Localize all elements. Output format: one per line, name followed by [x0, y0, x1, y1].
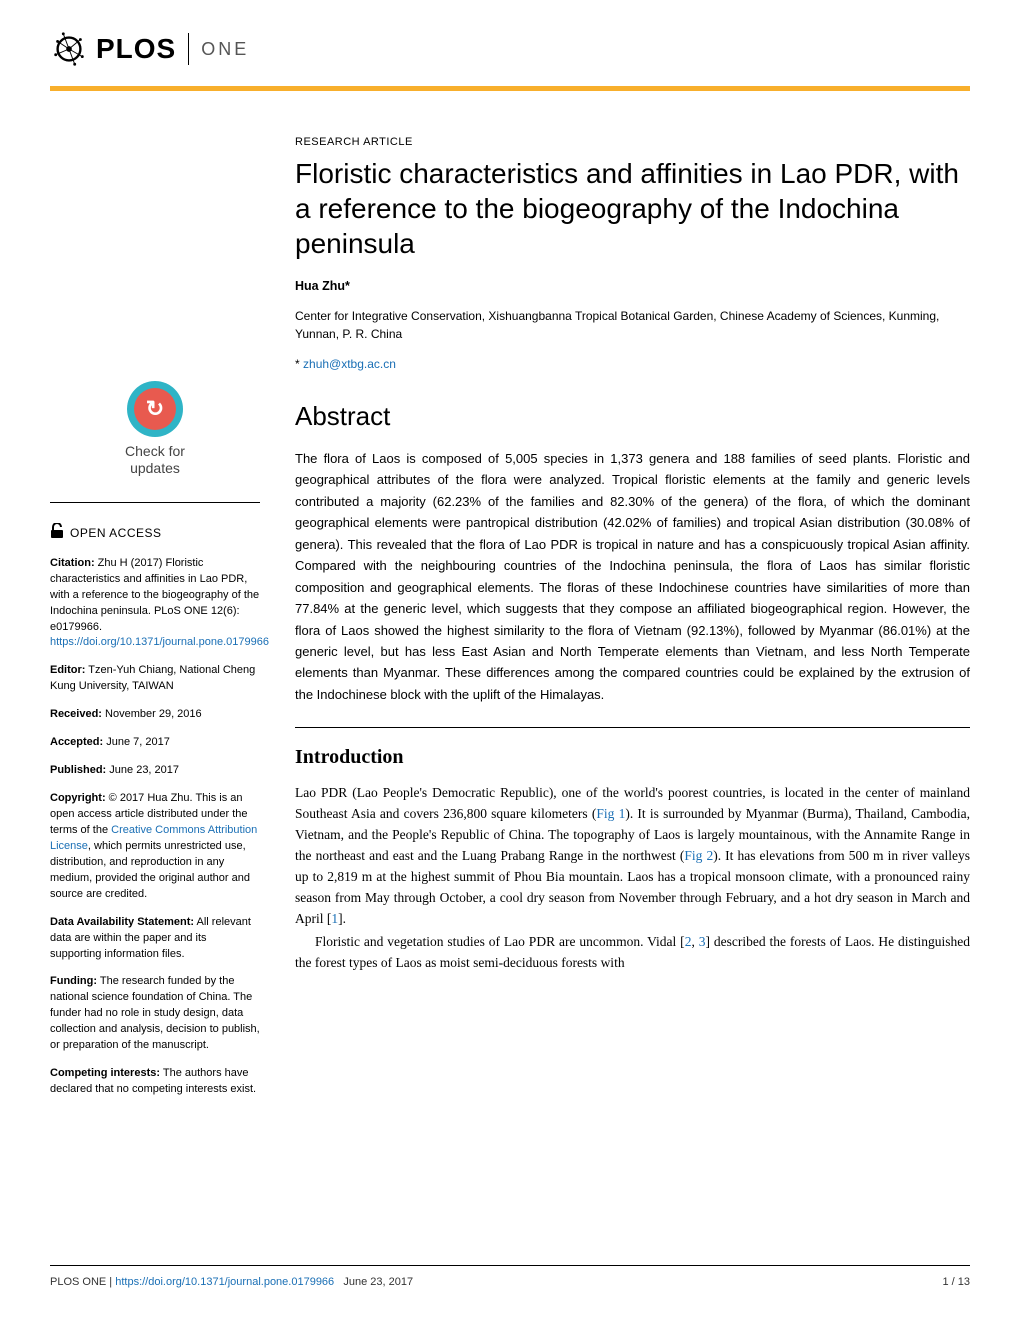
accepted-block: Accepted: June 7, 2017	[50, 735, 260, 751]
sidebar: ↻ Check for updates OPEN ACCESS Citation…	[50, 136, 280, 1110]
funding-block: Funding: The research funded by the nati…	[50, 974, 260, 1054]
received-block: Received: November 29, 2016	[50, 707, 260, 723]
author-list: Hua Zhu*	[295, 279, 970, 293]
editor-block: Editor: Tzen-Yuh Chiang, National Cheng …	[50, 663, 260, 695]
open-access-badge: OPEN ACCESS	[50, 523, 260, 546]
figure-link[interactable]: Fig 1	[596, 806, 625, 821]
article-content: RESEARCH ARTICLE Floristic characteristi…	[280, 136, 970, 1110]
corr-email-link[interactable]: zhuh@xtbg.ac.cn	[303, 357, 396, 371]
abstract-body: The flora of Laos is composed of 5,005 s…	[295, 448, 970, 705]
check-updates-label: Check for updates	[50, 443, 260, 477]
logo-divider	[188, 33, 189, 65]
data-availability-block: Data Availability Statement: All relevan…	[50, 915, 260, 963]
introduction-body: Lao PDR (Lao People's Democratic Republi…	[295, 783, 970, 973]
logo-text: PLOS	[96, 33, 176, 65]
article-type: RESEARCH ARTICLE	[295, 136, 970, 148]
footer-left: PLOS ONE | https://doi.org/10.1371/journ…	[50, 1276, 413, 1288]
page-footer: PLOS ONE | https://doi.org/10.1371/journ…	[50, 1265, 970, 1288]
section-heading-introduction: Introduction	[295, 746, 970, 769]
figure-link[interactable]: Fig 2	[684, 848, 713, 863]
crossmark-icon: ↻	[127, 381, 183, 437]
sidebar-divider	[50, 502, 260, 503]
journal-name: ONE	[201, 39, 249, 60]
journal-header: PLOS ONE	[0, 0, 1020, 78]
plos-logo-icon	[50, 30, 88, 68]
citation-block: Citation: Zhu H (2017) Floristic charact…	[50, 556, 260, 652]
article-title: Floristic characteristics and affinities…	[295, 156, 970, 261]
footer-divider	[50, 1265, 970, 1266]
footer-doi-link[interactable]: https://doi.org/10.1371/journal.pone.017…	[115, 1276, 334, 1288]
doi-link[interactable]: https://doi.org/10.1371/journal.pone.017…	[50, 636, 269, 648]
affiliation: Center for Integrative Conservation, Xis…	[295, 307, 970, 343]
corresponding-author: * zhuh@xtbg.ac.cn	[295, 357, 970, 371]
competing-interests-block: Competing interests: The authors have de…	[50, 1066, 260, 1098]
published-block: Published: June 23, 2017	[50, 763, 260, 779]
page-number: 1 / 13	[942, 1276, 970, 1288]
abstract-divider	[295, 727, 970, 728]
copyright-block: Copyright: © 2017 Hua Zhu. This is an op…	[50, 791, 260, 903]
check-for-updates[interactable]: ↻ Check for updates	[50, 381, 260, 477]
unlock-icon	[50, 523, 64, 546]
open-access-label: OPEN ACCESS	[70, 525, 162, 542]
abstract-heading: Abstract	[295, 401, 970, 432]
